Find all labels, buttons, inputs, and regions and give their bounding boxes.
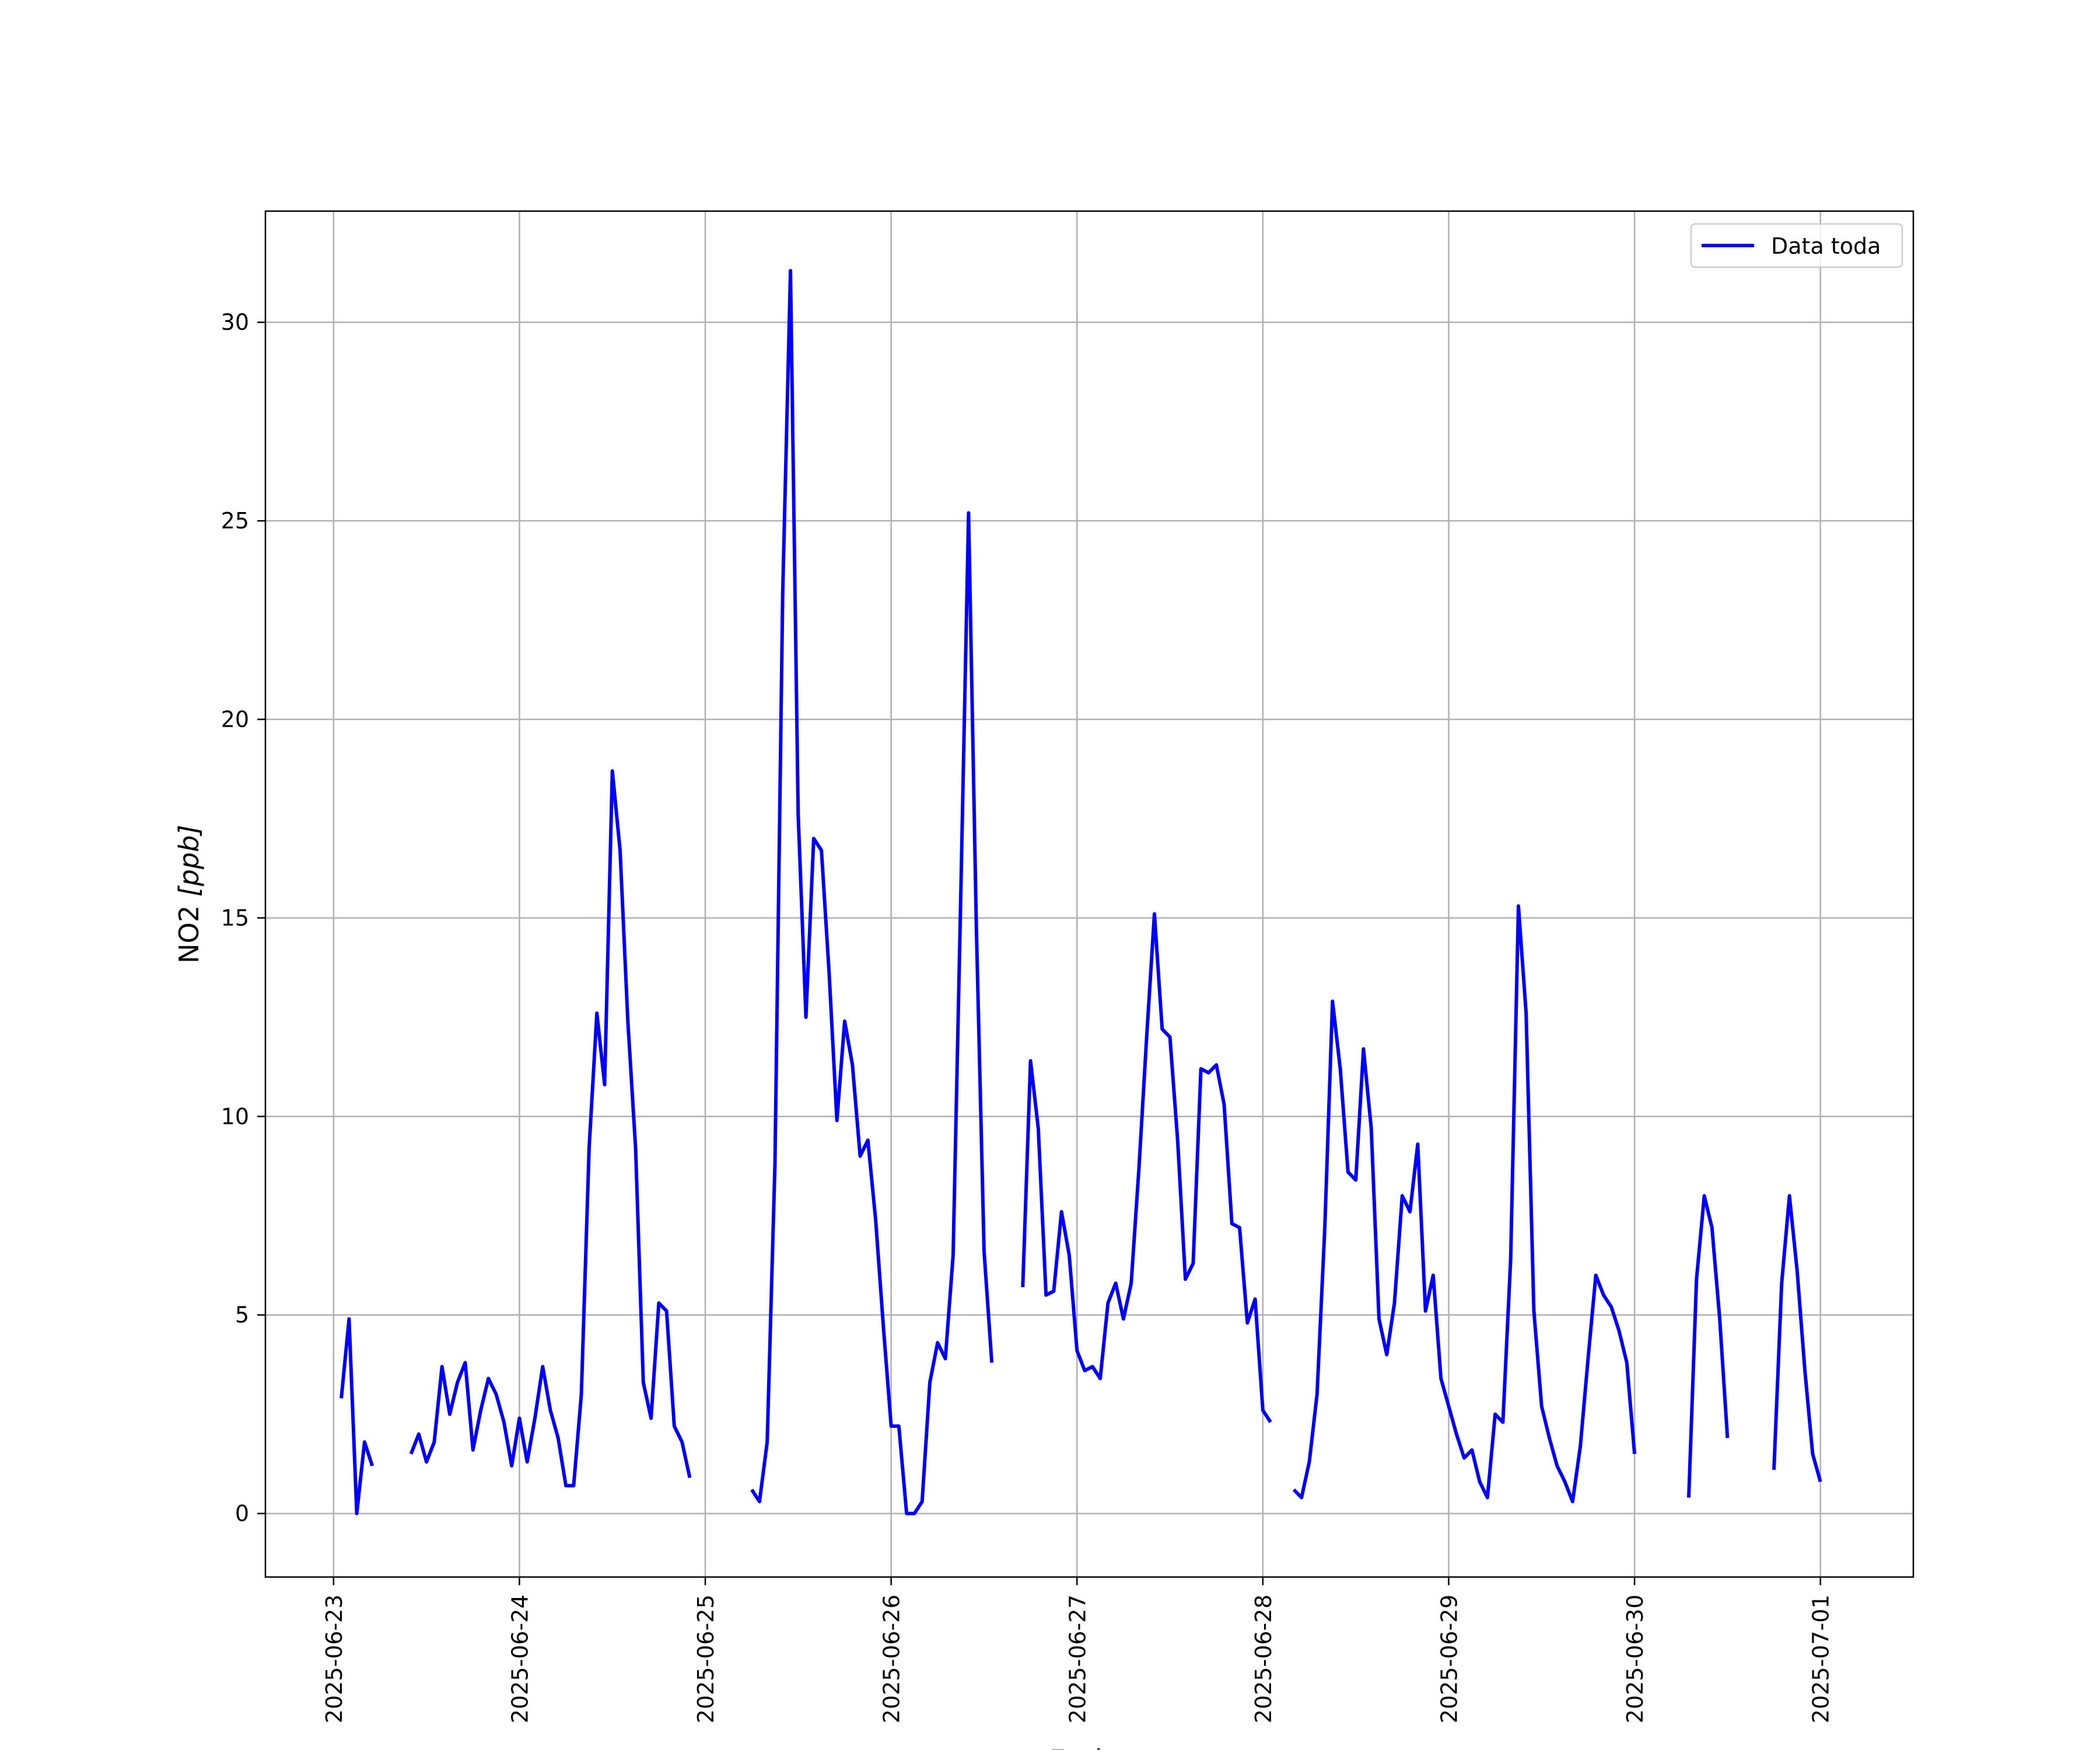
- series-layer: [340, 269, 1822, 1516]
- y-axis-ticks: 0 5 10 15 20 25 30: [221, 310, 265, 1526]
- x-tick-label: 2025-06-26: [879, 1595, 905, 1723]
- x-tick-label: 2025-06-29: [1436, 1595, 1462, 1723]
- series-line-segment: [340, 1317, 374, 1516]
- y-tick-label: 15: [221, 905, 249, 931]
- x-tick-label: 2025-06-27: [1065, 1595, 1090, 1723]
- x-tick-label: 2025-06-23: [321, 1595, 347, 1723]
- x-tick-label: 2025-06-24: [507, 1595, 533, 1723]
- x-tick-label: 2025-06-25: [693, 1595, 719, 1723]
- y-axis-label-main: NO2: [173, 896, 205, 963]
- legend-label-data-toda: Data toda: [1771, 233, 1881, 259]
- series-line-segment: [1021, 912, 1272, 1424]
- y-axis-label: NO2 [ppb]: [173, 825, 205, 963]
- y-tick-label: 0: [235, 1501, 249, 1526]
- series-line-segment: [409, 769, 692, 1488]
- x-tick-label: 2025-06-28: [1251, 1595, 1276, 1723]
- y-tick-label: 30: [221, 310, 249, 335]
- y-tick-label: 5: [235, 1302, 249, 1328]
- legend: Data toda: [1690, 223, 1903, 268]
- plot-frame: [264, 210, 1915, 1578]
- y-axis-label-unit: [ppb]: [173, 825, 205, 897]
- x-axis-ticks: 2025-06-23 2025-06-24 2025-06-25 2025-06-26…: [321, 1577, 1834, 1723]
- series-line-segment: [1292, 904, 1637, 1504]
- y-tick-label: 10: [221, 1103, 249, 1129]
- x-axis-label: Fecha: [1050, 1744, 1129, 1750]
- y-tick-label: 20: [221, 706, 249, 732]
- series-line-segment: [1687, 1194, 1730, 1498]
- x-tick-label: 2025-07-01: [1808, 1595, 1834, 1723]
- grid: [265, 211, 1913, 1577]
- x-tick-label: 2025-06-30: [1622, 1595, 1648, 1723]
- series-line-segment: [1772, 1194, 1822, 1483]
- legend-box: [1690, 223, 1903, 268]
- y-tick-label: 25: [221, 508, 249, 534]
- series-line-segment: [750, 269, 994, 1516]
